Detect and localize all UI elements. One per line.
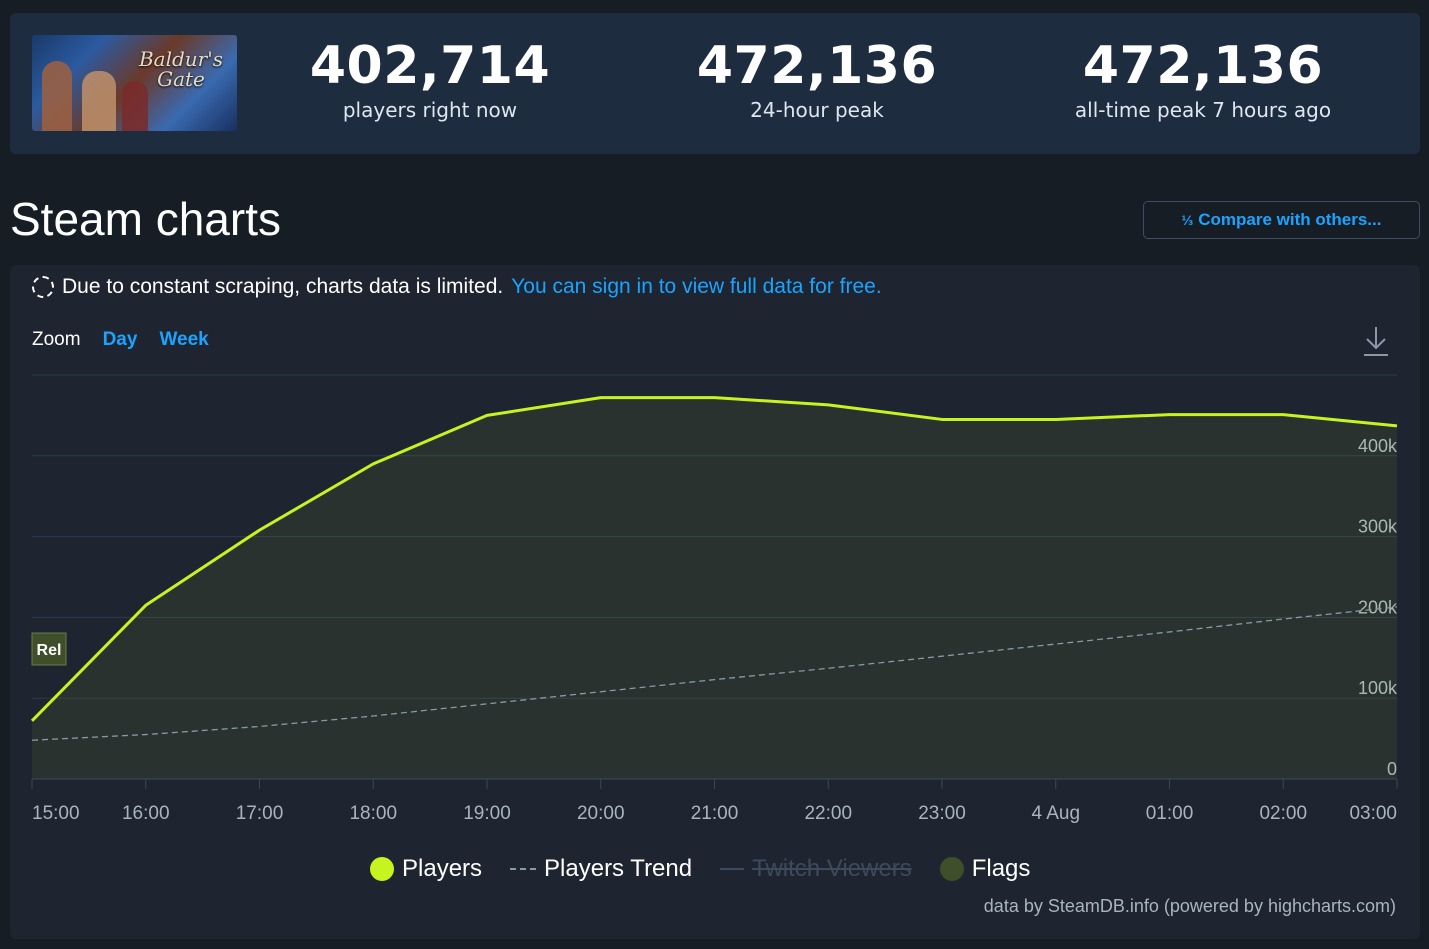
- download-icon[interactable]: [1362, 325, 1390, 357]
- zoom-day-button[interactable]: Day: [102, 329, 138, 350]
- chart-panel: Due to constant scraping, charts data is…: [10, 265, 1420, 939]
- stat-label: players right now: [342, 98, 518, 122]
- game-cover-image[interactable]: Baldur's Gate: [32, 35, 237, 131]
- players-point[interactable]: [32, 720, 33, 721]
- y-tick-label: 400k: [1358, 436, 1398, 456]
- stats-panel: Baldur's Gate 402,714 players right now …: [10, 13, 1420, 154]
- players-area: [32, 397, 1397, 779]
- players-chart[interactable]: 0 100k 200k 300k 400k 15:00 16:00 17:00 18:00 19:…: [10, 265, 1420, 865]
- game-logo: Baldur's Gate: [138, 47, 224, 91]
- players-point[interactable]: [487, 415, 488, 416]
- legend-label: Twitch Viewers: [752, 855, 912, 882]
- compare-button[interactable]: ⅓ Compare with others...: [1143, 201, 1420, 239]
- notice-text: Due to constant scraping, charts data is…: [62, 275, 504, 298]
- legend-label: Players Trend: [544, 855, 693, 882]
- art-figure: [82, 71, 116, 131]
- dashed-line-icon: [510, 868, 537, 870]
- zoom-week-button[interactable]: Week: [159, 329, 209, 350]
- players-point[interactable]: [1055, 419, 1056, 420]
- y-tick-label: 100k: [1358, 678, 1398, 698]
- x-tick-label: 15:00: [32, 803, 80, 824]
- x-tick-label: 17:00: [236, 803, 284, 824]
- stat-current-players: 402,714 players right now: [280, 35, 580, 123]
- data-credit: data by SteamDB.info (powered by highcha…: [983, 896, 1396, 916]
- x-tick-label: 22:00: [804, 803, 852, 824]
- players-point[interactable]: [145, 605, 146, 606]
- y-tick-label: 300k: [1358, 517, 1398, 537]
- stat-value: 402,714: [309, 36, 551, 96]
- y-tick-label: 200k: [1358, 597, 1398, 617]
- chart-legend: Players Players Trend Twitch Viewers Fla…: [370, 855, 1030, 883]
- flags-dot-icon: [939, 857, 964, 881]
- legend-label: Players: [402, 855, 483, 882]
- players-dot-icon: [370, 857, 394, 881]
- players-point[interactable]: [373, 463, 374, 464]
- scraping-notice: Due to constant scraping, charts data is…: [32, 275, 882, 299]
- players-point[interactable]: [259, 530, 260, 531]
- x-tick-label: 02:00: [1259, 803, 1307, 824]
- flag-marker-label: Rel: [37, 642, 62, 659]
- x-tick-label: 03:00: [1349, 803, 1397, 824]
- legend-item-players-trend[interactable]: Players Trend: [510, 855, 692, 883]
- x-tick-label: 16:00: [122, 803, 170, 824]
- legend-item-players[interactable]: Players: [370, 855, 482, 883]
- legend-label: Flags: [971, 855, 1031, 882]
- line-icon: [720, 868, 745, 870]
- y-tick-label: 0: [1387, 759, 1397, 779]
- zoom-label: Zoom: [32, 329, 81, 350]
- x-tick-label: 19:00: [463, 803, 511, 824]
- flag-marker[interactable]: [31, 632, 67, 666]
- x-tick-label: 21:00: [691, 803, 739, 824]
- players-point[interactable]: [828, 404, 829, 405]
- players-point[interactable]: [942, 419, 943, 420]
- x-tick-label: 18:00: [349, 803, 397, 824]
- loading-spinner-icon: [32, 276, 54, 298]
- art-figure: [122, 81, 148, 131]
- x-tick-label: 01:00: [1146, 803, 1194, 824]
- stat-value: 472,136: [1082, 36, 1324, 96]
- players-point[interactable]: [600, 397, 601, 398]
- stat-all-time-peak: 472,136 all-time peak 7 hours ago: [1053, 35, 1353, 123]
- art-figure: [42, 61, 72, 131]
- x-tick-label: 23:00: [918, 803, 966, 824]
- fraction-icon: ⅓: [1181, 212, 1194, 228]
- players-series-line[interactable]: [30, 396, 1398, 722]
- x-tick-label: 20:00: [577, 803, 625, 824]
- page-title: Steam charts: [10, 193, 281, 245]
- players-point[interactable]: [714, 397, 715, 398]
- stat-label: all-time peak 7 hours ago: [1074, 98, 1332, 122]
- compare-button-label: Compare with others...: [1198, 210, 1382, 229]
- players-point[interactable]: [1397, 425, 1398, 426]
- players-point[interactable]: [1283, 414, 1284, 415]
- zoom-controls: Zoom Day Week: [32, 329, 209, 351]
- players-trend-line[interactable]: [31, 606, 1398, 741]
- legend-item-flags[interactable]: Flags: [939, 855, 1031, 883]
- stat-value: 472,136: [696, 36, 938, 96]
- legend-item-twitch-viewers[interactable]: Twitch Viewers: [720, 855, 912, 883]
- x-tick-label: 4 Aug: [1031, 803, 1080, 824]
- stat-24h-peak: 472,136 24-hour peak: [667, 35, 967, 123]
- sign-in-link[interactable]: You can sign in to view full data for fr…: [511, 275, 882, 298]
- players-point[interactable]: [1169, 414, 1170, 415]
- stat-label: 24-hour peak: [750, 98, 884, 122]
